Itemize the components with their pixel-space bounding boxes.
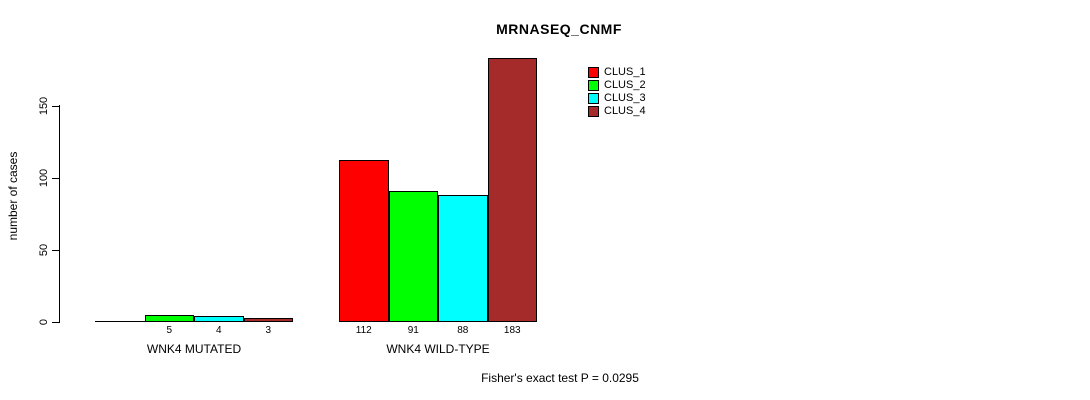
- chart-title: MRNASEQ_CNMF: [496, 21, 622, 37]
- legend-label: CLUS_4: [604, 105, 646, 117]
- y-axis-title: number of cases: [6, 151, 20, 241]
- legend-item-clus-3: CLUS_3: [588, 92, 646, 105]
- y-tick: [52, 177, 59, 179]
- y-tick-label: 50: [38, 243, 50, 257]
- bar-value-label: 91: [407, 325, 419, 336]
- y-tick-label: 0: [38, 318, 50, 326]
- y-tick-label: 100: [38, 168, 50, 187]
- legend-swatch-clus-3: [588, 93, 599, 104]
- legend-item-clus-1: CLUS_1: [588, 66, 646, 79]
- bar-value-label: 112: [355, 325, 372, 336]
- y-tick: [52, 105, 59, 107]
- legend-item-clus-4: CLUS_4: [588, 105, 646, 118]
- bar-clus-1-wnk4-mutated: [95, 321, 145, 322]
- bar-value-label: 4: [215, 325, 222, 336]
- bar-clus-4-wnk4-mutated: [243, 317, 293, 322]
- bar-clus-1-wnk4-wild-type: [339, 160, 389, 322]
- legend-label: CLUS_2: [604, 79, 646, 91]
- bar-clus-3-wnk4-mutated: [194, 316, 244, 322]
- legend-swatch-clus-1: [588, 67, 599, 78]
- group-label-wnk4-mutated: WNK4 MUTATED: [146, 342, 242, 356]
- bar-clus-4-wnk4-wild-type: [487, 58, 537, 322]
- legend-swatch-clus-4: [588, 106, 599, 117]
- bar-value-label: 5: [166, 325, 173, 336]
- bar-value-label: 183: [503, 325, 521, 336]
- legend-label: CLUS_1: [604, 66, 646, 78]
- group-label-wnk4-wild-type: WNK4 WILD-TYPE: [386, 342, 490, 356]
- bar-value-label: 88: [457, 325, 469, 336]
- bar-value-label: 3: [265, 325, 272, 336]
- y-tick-label: 150: [38, 96, 50, 115]
- y-tick: [52, 249, 59, 251]
- legend-label: CLUS_3: [604, 92, 646, 104]
- y-axis-line: [59, 105, 60, 323]
- stat-annotation: Fisher's exact test P = 0.0295: [481, 371, 639, 385]
- legend-item-clus-2: CLUS_2: [588, 79, 646, 92]
- bar-clus-3-wnk4-wild-type: [438, 195, 488, 322]
- bar-clus-2-wnk4-mutated: [144, 314, 194, 322]
- y-tick: [52, 322, 59, 323]
- bar-clus-2-wnk4-wild-type: [388, 190, 438, 322]
- legend-swatch-clus-2: [588, 80, 599, 91]
